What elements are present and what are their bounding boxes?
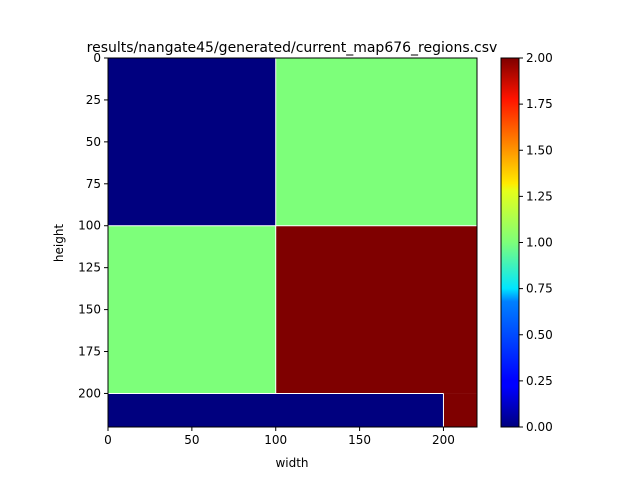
colorbar-ticks: 0.00 0.25 0.50 0.75 1.00 1.25 1.50 1.75 2.00 [519, 51, 553, 434]
heatmap-region-3 [108, 225, 276, 394]
y-tick-label: 125 [78, 261, 101, 275]
colorbar: 0.00 0.25 0.50 0.75 1.00 1.25 1.50 1.75 2.00 [500, 51, 553, 434]
colorbar-tick-label: 1.75 [526, 97, 553, 111]
colorbar-gradient [500, 57, 520, 428]
x-axis-label: width [275, 456, 308, 470]
y-axis-label: height [52, 224, 66, 263]
heatmap-cells [108, 58, 477, 427]
colorbar-tick-label: 1.00 [526, 236, 553, 250]
plot-frame [107, 57, 478, 428]
x-tick-label: 100 [264, 433, 287, 447]
x-tick-label: 200 [432, 433, 455, 447]
x-tick-label: 50 [184, 433, 199, 447]
y-tick-label: 50 [86, 135, 101, 149]
heatmap-region-2 [275, 58, 477, 226]
heatmap-plot [107, 57, 478, 428]
colorbar-tick-label: 1.50 [526, 143, 553, 157]
y-tick-label: 100 [78, 219, 101, 233]
x-axis: 0 50 100 150 200 [104, 427, 455, 447]
y-tick-label: 200 [78, 386, 101, 400]
y-tick-label: 175 [78, 345, 101, 359]
heatmap-region-4 [275, 225, 477, 394]
colorbar-tick-label: 0.75 [526, 282, 553, 296]
y-tick-label: 25 [86, 93, 101, 107]
x-tick-label: 150 [348, 433, 371, 447]
heatmap-region-6 [443, 393, 477, 427]
colorbar-tick-label: 1.25 [526, 189, 553, 203]
x-tick-label: 0 [104, 433, 112, 447]
colorbar-tick-label: 0.00 [526, 420, 553, 434]
colorbar-tick-label: 0.25 [526, 374, 553, 388]
y-tick-label: 0 [93, 51, 101, 65]
heatmap-region-1 [108, 58, 276, 226]
y-tick-label: 150 [78, 303, 101, 317]
colorbar-tick-label: 2.00 [526, 51, 553, 65]
region-boundaries [108, 58, 477, 427]
y-axis: 0 25 50 75 100 125 150 175 200 [78, 51, 108, 400]
chart-title: results/nangate45/generated/current_map6… [87, 40, 498, 56]
colorbar-tick-label: 0.50 [526, 328, 553, 342]
y-tick-label: 75 [86, 177, 101, 191]
heatmap-region-5 [108, 393, 444, 427]
